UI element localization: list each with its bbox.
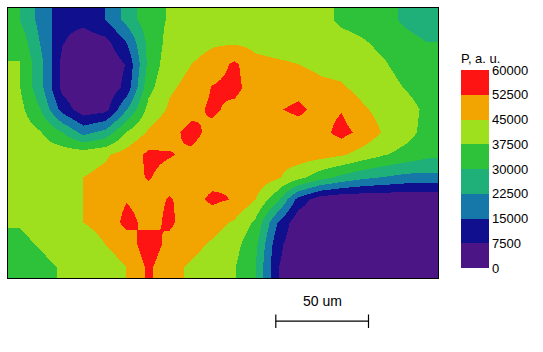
svg-text:0: 0 bbox=[492, 261, 499, 276]
svg-text:22500: 22500 bbox=[492, 186, 528, 201]
svg-text:50 um: 50 um bbox=[303, 293, 342, 309]
svg-text:52500: 52500 bbox=[492, 87, 528, 102]
svg-text:7500: 7500 bbox=[492, 236, 521, 251]
svg-text:15000: 15000 bbox=[492, 211, 528, 226]
svg-text:P, a. u.: P, a. u. bbox=[461, 51, 501, 66]
svg-text:37500: 37500 bbox=[492, 137, 528, 152]
svg-text:60000: 60000 bbox=[492, 63, 528, 78]
svg-text:30000: 30000 bbox=[492, 162, 528, 177]
svg-text:45000: 45000 bbox=[492, 112, 528, 127]
